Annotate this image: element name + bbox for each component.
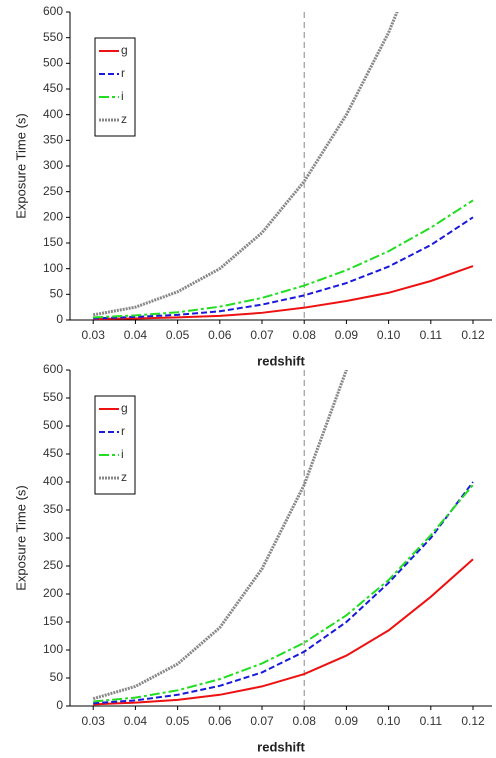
y-tick-label: 300 <box>43 158 63 172</box>
plot-area <box>92 12 474 320</box>
x-tick-label: 0.10 <box>377 328 401 342</box>
y-tick-label: 450 <box>43 446 63 460</box>
y-tick-label: 400 <box>43 474 63 488</box>
y-tick-label: 500 <box>43 56 63 70</box>
y-tick-label: 600 <box>43 4 63 18</box>
line-series <box>93 265 474 320</box>
x-tick-label: 0.11 <box>420 714 443 728</box>
line-series <box>92 12 399 317</box>
x-tick-label: 0.07 <box>250 714 274 728</box>
y-tick-label: 200 <box>43 210 63 224</box>
y-tick-label: 350 <box>43 502 63 516</box>
y-tick-label: 400 <box>43 107 63 121</box>
legend-label: r <box>121 66 125 80</box>
x-tick-label: 0.06 <box>208 714 232 728</box>
y-tick-label: 200 <box>43 586 63 600</box>
plot-area <box>92 370 474 706</box>
x-tick-label: 0.05 <box>166 714 190 728</box>
legend-label: z <box>121 470 127 484</box>
y-tick-label: 0 <box>56 312 63 326</box>
x-tick-label: 0.08 <box>293 328 317 342</box>
y-tick-label: 500 <box>43 418 63 432</box>
x-tick-label: 0.09 <box>335 328 359 342</box>
x-tick-label: 0.05 <box>166 328 190 342</box>
y-tick-label: 450 <box>43 81 63 95</box>
y-tick-label: 300 <box>43 530 63 544</box>
x-axis-label: redshift <box>257 739 305 754</box>
y-tick-label: 250 <box>43 184 63 198</box>
legend-label: g <box>121 43 128 57</box>
x-tick-label: 0.03 <box>82 328 106 342</box>
legend-label: r <box>121 424 125 438</box>
line-series <box>93 484 474 703</box>
x-tick-label: 0.06 <box>208 328 232 342</box>
legend-label: g <box>121 401 128 415</box>
line-series <box>93 199 474 319</box>
y-axis-label: Exposure Time (s) <box>13 485 28 590</box>
y-tick-label: 250 <box>43 558 63 572</box>
y-tick-label: 150 <box>43 614 63 628</box>
y-tick-label: 50 <box>50 287 64 301</box>
x-tick-label: 0.08 <box>293 714 317 728</box>
x-tick-label: 0.11 <box>420 328 443 342</box>
x-axis-label: redshift <box>257 353 305 368</box>
line-series <box>92 370 348 701</box>
chart: 0 50 100 150 200 250 300 350 400 450 500 550 600 0.03… <box>13 4 492 368</box>
x-tick-label: 0.04 <box>124 714 148 728</box>
y-tick-label: 0 <box>56 698 63 712</box>
y-tick-label: 550 <box>43 390 63 404</box>
y-tick-label: 50 <box>50 670 64 684</box>
x-tick-label: 0.09 <box>335 714 359 728</box>
y-tick-label: 600 <box>43 362 63 376</box>
line-series <box>93 216 474 320</box>
y-tick-label: 350 <box>43 133 63 147</box>
y-tick-label: 550 <box>43 30 63 44</box>
y-axis-label: Exposure Time (s) <box>13 113 28 218</box>
x-tick-label: 0.03 <box>82 714 106 728</box>
line-series <box>93 558 474 706</box>
x-tick-label: 0.10 <box>377 714 401 728</box>
y-tick-label: 100 <box>43 642 63 656</box>
x-tick-label: 0.12 <box>461 714 485 728</box>
y-tick-label: 150 <box>43 235 63 249</box>
x-tick-label: 0.07 <box>250 328 274 342</box>
x-tick-label: 0.04 <box>124 328 148 342</box>
legend-label: i <box>121 447 124 461</box>
line-series <box>93 481 474 705</box>
chart: 0 50 100 150 200 250 300 350 400 450 500 550 600 0.03… <box>13 362 492 754</box>
legend-label: i <box>121 89 124 103</box>
x-tick-label: 0.12 <box>461 328 485 342</box>
y-tick-label: 100 <box>43 261 63 275</box>
legend-label: z <box>121 112 127 126</box>
